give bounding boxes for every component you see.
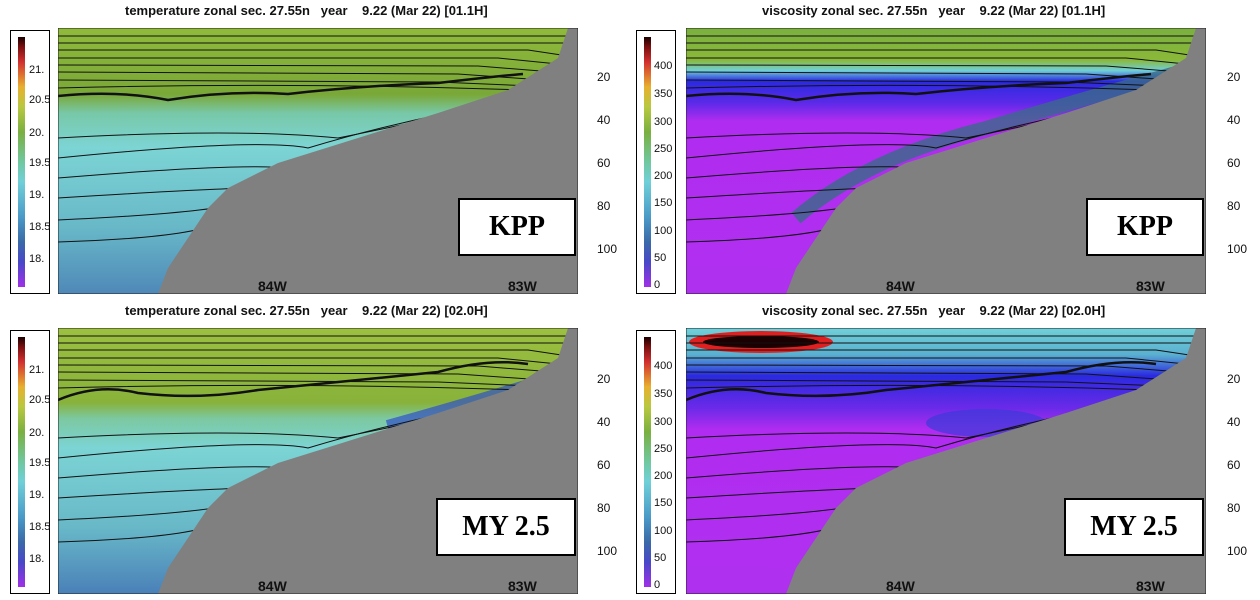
depth-tick-label: 100 <box>597 242 618 256</box>
colorbar-tick-label: 400 <box>654 360 673 372</box>
colorbar-tick-label: 19. <box>29 189 45 201</box>
mixed-layer-depth-line <box>58 72 524 102</box>
model-label-box: MY 2.5 <box>436 498 576 556</box>
colorbar-tick-label: 20. <box>29 127 45 139</box>
colorbar-tick-label: 150 <box>654 497 673 509</box>
colorbar-gradient <box>18 337 25 587</box>
colorbar-tick-label: 20.5 <box>29 394 51 406</box>
depth-tick-label: 60 <box>1227 458 1241 472</box>
colorbar-tick-label: 250 <box>654 143 673 155</box>
viscosity-my25-panel: viscosity zonal sec. 27.55n year 9.22 (M… <box>630 300 1260 600</box>
depth-tick-label: 20 <box>597 70 611 84</box>
panel-title: viscosity zonal sec. 27.55n year 9.22 (M… <box>762 3 1106 18</box>
longitude-label: 84W <box>258 578 288 594</box>
colorbar-tick-label: 0 <box>654 279 661 291</box>
depth-tick-label: 80 <box>1227 199 1241 213</box>
panel-title: temperature zonal sec. 27.55n year 9.22 … <box>125 303 488 318</box>
colorbar-tick-label: 100 <box>654 225 673 237</box>
colorbar-tick-label: 20.5 <box>29 94 51 106</box>
longitude-label: 83W <box>508 578 538 594</box>
depth-tick-label: 40 <box>1227 415 1241 429</box>
depth-tick-label: 80 <box>597 501 611 515</box>
colorbar-tick-label: 19.5 <box>29 457 51 469</box>
colorbar-tick-label: 300 <box>654 116 673 128</box>
colorbar-tick-label: 250 <box>654 443 673 455</box>
colorbar-tick-label: 300 <box>654 416 673 428</box>
colorbar-tick-label: 18.5 <box>29 521 51 533</box>
colorbar: 400 350 300 250 200 150 100 50 0 <box>636 30 676 294</box>
depth-tick-label: 20 <box>597 372 611 386</box>
colorbar-tick-label: 0 <box>654 579 661 591</box>
colorbar-tick-label: 19. <box>29 489 45 501</box>
mixed-layer-depth-line <box>686 360 1157 402</box>
panel-title: temperature zonal sec. 27.55n year 9.22 … <box>125 3 488 18</box>
colorbar-tick-label: 50 <box>654 252 667 264</box>
colorbar: 400 350 300 250 200 150 100 50 0 <box>636 330 676 594</box>
colorbar-tick-label: 200 <box>654 170 673 182</box>
longitude-label: 84W <box>886 578 916 594</box>
longitude-label: 83W <box>1136 278 1166 294</box>
depth-tick-label: 80 <box>1227 501 1241 515</box>
colorbar-tick-label: 20. <box>29 427 45 439</box>
temperature-my25-panel: temperature zonal sec. 27.55n year 9.22 … <box>0 300 630 600</box>
colorbar-gradient <box>644 337 651 587</box>
longitude-label: 84W <box>886 278 916 294</box>
depth-tick-label: 60 <box>597 458 611 472</box>
colorbar-tick-label: 350 <box>654 388 673 400</box>
model-label-box: KPP <box>1086 198 1204 256</box>
panel-title: viscosity zonal sec. 27.55n year 9.22 (M… <box>762 303 1106 318</box>
longitude-label: 84W <box>258 278 288 294</box>
colorbar-tick-label: 200 <box>654 470 673 482</box>
depth-tick-label: 40 <box>597 113 611 127</box>
depth-tick-label: 60 <box>1227 156 1241 170</box>
mixed-layer-depth-line <box>58 360 529 402</box>
depth-tick-label: 40 <box>597 415 611 429</box>
colorbar-tick-label: 18. <box>29 253 45 265</box>
temperature-kpp-panel: temperature zonal sec. 27.55n year 9.22 … <box>0 0 630 300</box>
colorbar-tick-label: 19.5 <box>29 157 51 169</box>
colorbar-gradient <box>18 37 25 287</box>
model-label-box: MY 2.5 <box>1064 498 1204 556</box>
depth-tick-label: 100 <box>597 544 618 558</box>
depth-tick-label: 20 <box>1227 70 1241 84</box>
depth-tick-label: 60 <box>597 156 611 170</box>
colorbar: 21. 20.5 20. 19.5 19. 18.5 18. <box>10 30 50 294</box>
peak-viscosity-core <box>703 336 819 348</box>
colorbar-gradient <box>644 37 651 287</box>
viscosity-kpp-panel: viscosity zonal sec. 27.55n year 9.22 (M… <box>630 0 1260 300</box>
colorbar-tick-label: 50 <box>654 552 667 564</box>
colorbar: 21. 20.5 20. 19.5 19. 18.5 18. <box>10 330 50 594</box>
longitude-label: 83W <box>1136 578 1166 594</box>
depth-tick-label: 20 <box>1227 372 1241 386</box>
colorbar-tick-label: 18. <box>29 553 45 565</box>
model-label-box: KPP <box>458 198 576 256</box>
colorbar-tick-label: 100 <box>654 525 673 537</box>
longitude-label: 83W <box>508 278 538 294</box>
colorbar-tick-label: 18.5 <box>29 221 51 233</box>
depth-tick-label: 40 <box>1227 113 1241 127</box>
mixed-layer-depth-line <box>686 72 1152 102</box>
depth-tick-label: 100 <box>1227 242 1248 256</box>
colorbar-tick-label: 21. <box>29 364 45 376</box>
depth-tick-label: 100 <box>1227 544 1248 558</box>
colorbar-tick-label: 21. <box>29 64 45 76</box>
depth-tick-label: 80 <box>597 199 611 213</box>
colorbar-tick-label: 150 <box>654 197 673 209</box>
colorbar-tick-label: 350 <box>654 88 673 100</box>
colorbar-tick-label: 400 <box>654 60 673 72</box>
